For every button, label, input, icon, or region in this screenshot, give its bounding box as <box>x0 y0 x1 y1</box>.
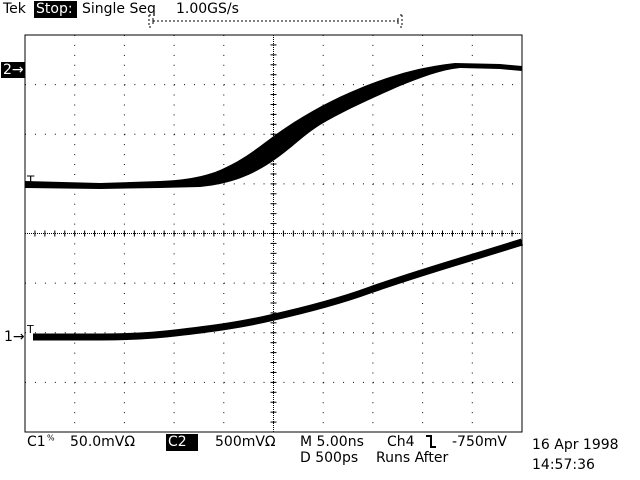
date: 16 Apr 1998 <box>532 437 619 453</box>
delay: D 500ps <box>300 450 358 466</box>
ch1-coupling: % <box>47 434 55 443</box>
mode: Single Seq <box>82 1 156 17</box>
ch2-marker: 2→ <box>3 62 24 78</box>
trigger-marker: T <box>26 174 35 188</box>
time-scale: M 5.00ns <box>300 434 364 450</box>
trigger-marker: T <box>26 323 34 336</box>
state: Stop: <box>36 1 73 17</box>
ch2-label: C2 <box>168 434 187 450</box>
ch2-marker-box <box>1 62 25 78</box>
ch1-marker: 1→ <box>4 329 25 345</box>
run-mode: Runs After <box>376 450 448 466</box>
time: 14:57:36 <box>532 457 595 473</box>
trigger-slope <box>426 435 436 448</box>
state-box <box>34 1 77 18</box>
record-window <box>152 18 399 24</box>
ch1-waveform <box>33 238 524 341</box>
graticule-border <box>24 34 523 433</box>
trigger-source: Ch4 <box>387 434 415 450</box>
ch1-label: C1 <box>27 434 46 450</box>
ch2-label-box <box>166 434 198 451</box>
trigger-level: -750mV <box>452 434 507 450</box>
graticule <box>25 35 522 432</box>
record-indicator <box>148 14 403 28</box>
ch1-scale: 50.0mVΩ <box>70 434 135 450</box>
sample-rate: 1.00GS/s <box>176 1 239 17</box>
ch2-scale: 500mVΩ <box>215 434 276 450</box>
brand: Tek <box>2 1 27 17</box>
